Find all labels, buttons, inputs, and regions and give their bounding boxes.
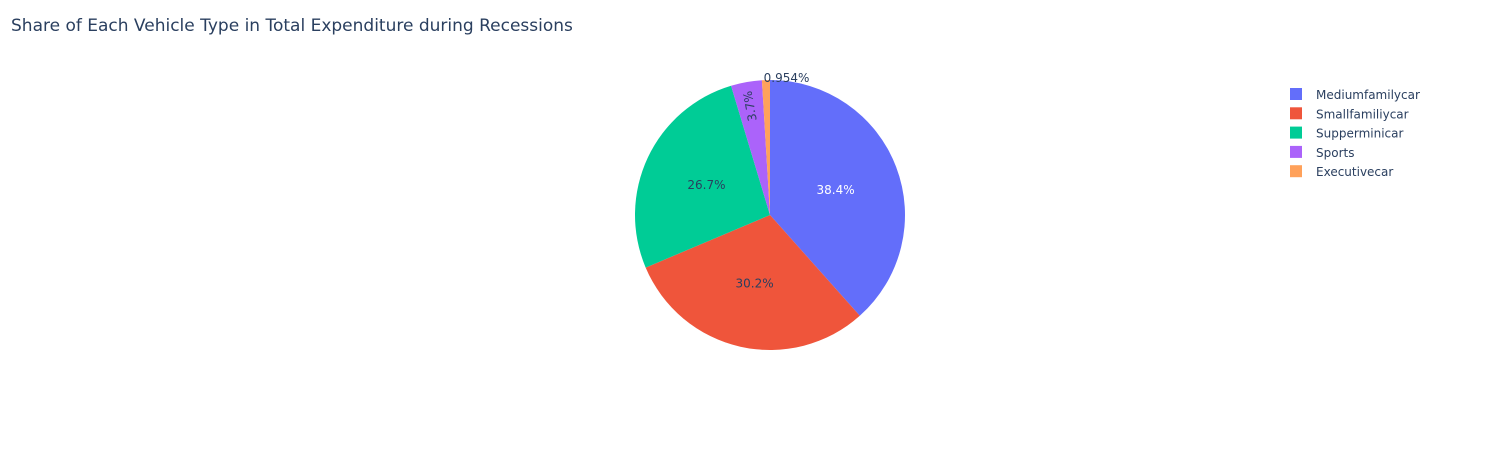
pie-slice-labels: 38.4% 30.2% 26.7% 3.7% 0.954% bbox=[687, 71, 854, 290]
legend-swatch-mediumfamilycar[interactable] bbox=[1290, 88, 1302, 100]
legend-swatch-supperminicar[interactable] bbox=[1290, 126, 1302, 139]
legend-label-smallfamiliycar[interactable]: Smallfamiliycar bbox=[1316, 107, 1409, 121]
legend-label-mediumfamilycar[interactable]: Mediumfamilycar bbox=[1316, 88, 1420, 102]
legend-swatch-smallfamiliycar[interactable] bbox=[1290, 107, 1302, 120]
pie-label-supperminicar: 26.7% bbox=[687, 178, 725, 192]
legend-swatch-executivecar[interactable] bbox=[1290, 165, 1302, 178]
legend-label-executivecar[interactable]: Executivecar bbox=[1316, 165, 1393, 179]
pie-slice-executivecar[interactable] bbox=[761, 80, 770, 215]
pie-label-executivecar: 0.954% bbox=[764, 71, 810, 85]
pie-label-smallfamiliycar: 30.2% bbox=[736, 276, 774, 290]
pie-label-mediumfamilycar: 38.4% bbox=[817, 183, 855, 197]
legend-label-supperminicar[interactable]: Supperminicar bbox=[1316, 127, 1403, 141]
pie-slice-mediumfamilycar[interactable] bbox=[770, 80, 905, 316]
pie-slice-supperminicar[interactable] bbox=[634, 85, 770, 268]
legend-swatch-sports[interactable] bbox=[1290, 145, 1302, 158]
chart-title: Share of Each Vehicle Type in Total Expe… bbox=[11, 16, 573, 36]
pie-slice-smallfamiliycar[interactable] bbox=[645, 215, 860, 350]
pie-slice-sports[interactable] bbox=[731, 80, 770, 215]
legend-label-sports[interactable]: Sports bbox=[1316, 146, 1354, 160]
pie-slices bbox=[634, 80, 905, 350]
legend: Mediumfamilycar Smallfamiliycar Suppermini… bbox=[1290, 88, 1420, 179]
pie-label-sports: 3.7% bbox=[741, 90, 760, 122]
